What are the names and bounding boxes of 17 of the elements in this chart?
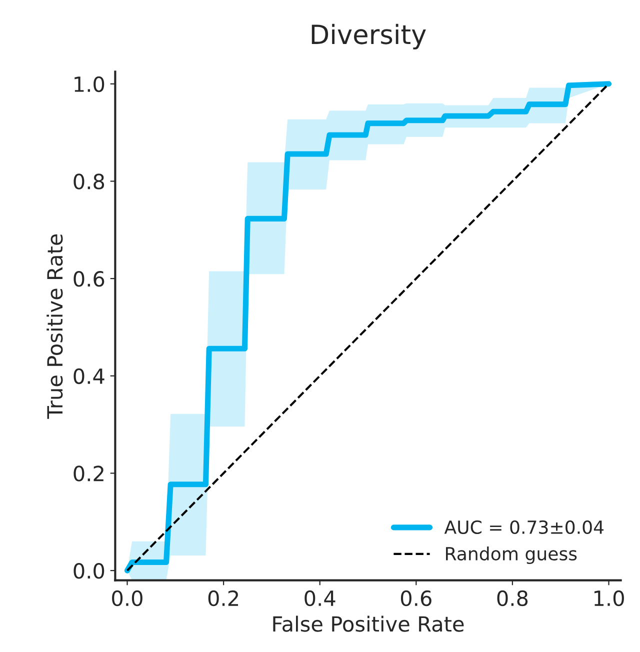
y-tick-label: 0.4 [74, 368, 104, 384]
x-tick-label: 0.8 [497, 590, 528, 606]
x-tick-label: 0.6 [400, 590, 432, 606]
y-tick-label: 0.6 [74, 271, 104, 287]
y-axis-title: True Positive Rate [46, 234, 63, 419]
y-tick-label: 0.2 [74, 466, 104, 482]
chart-title: Diversity [312, 24, 426, 50]
y-tick-label: 0.0 [74, 563, 104, 579]
x-tick-label: 0.0 [112, 590, 142, 606]
x-axis-title: False Positive Rate [273, 616, 464, 632]
legend-label: Random guess [446, 546, 577, 564]
y-tick-label: 1.0 [74, 76, 104, 92]
x-tick-label: 0.4 [304, 590, 336, 606]
y-tick-label: 0.8 [74, 174, 104, 190]
legend-label: AUC = 0.73±0.04 [444, 520, 604, 534]
x-tick-label: 0.2 [208, 590, 238, 606]
x-tick-label: 1.0 [594, 590, 624, 606]
